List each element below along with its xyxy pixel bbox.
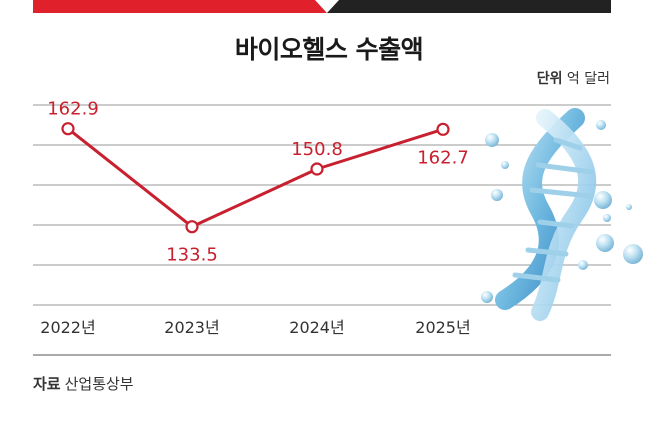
data-point xyxy=(310,162,324,176)
series-line xyxy=(67,127,444,229)
x-tick-label: 2024년 xyxy=(289,318,344,337)
x-tick-label: 2023년 xyxy=(164,318,219,337)
unit-value: 억 달러 xyxy=(566,71,610,87)
x-tick-label: 2022년 xyxy=(40,318,95,337)
source-note: 자료 산업통상부 xyxy=(33,373,134,394)
chart-title: 바이오헬스 수출액 xyxy=(234,35,424,64)
banner-dark-segment xyxy=(315,0,611,13)
data-point xyxy=(185,220,199,234)
unit-note: 단위 억 달러 xyxy=(537,68,610,88)
unit-label: 단위 xyxy=(536,71,563,87)
source-label: 자료 xyxy=(33,375,61,393)
source-value: 산업통상부 xyxy=(64,375,134,393)
data-point xyxy=(436,122,450,136)
data-label: 133.5 xyxy=(166,245,218,266)
banner-red-segment xyxy=(33,0,327,13)
data-label: 162.9 xyxy=(47,99,99,120)
data-point xyxy=(61,122,75,136)
data-label: 162.7 xyxy=(417,147,469,168)
x-tick-label: 2025년 xyxy=(415,318,470,337)
banner-notch xyxy=(315,0,339,13)
data-label: 150.8 xyxy=(291,139,343,160)
dna-helix-icon xyxy=(481,108,643,321)
top-banner xyxy=(33,0,611,13)
